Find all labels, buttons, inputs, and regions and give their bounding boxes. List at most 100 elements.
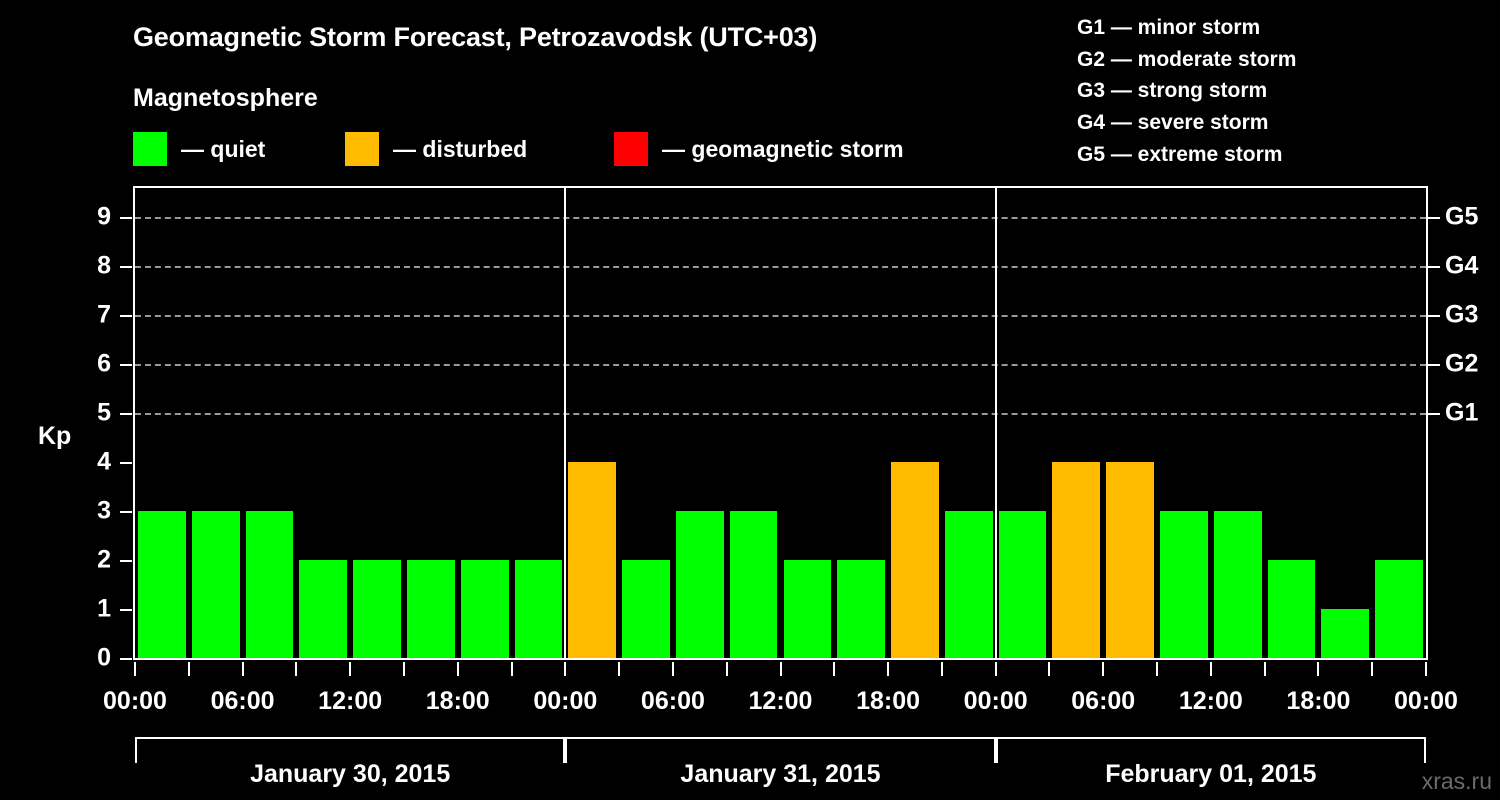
x-tick-18 bbox=[1102, 662, 1105, 676]
page-title: Geomagnetic Storm Forecast, Petrozavodsk… bbox=[133, 22, 818, 52]
bar[interactable] bbox=[729, 511, 778, 658]
watermark: xras.ru bbox=[1421, 768, 1492, 794]
legend-label-quiet: — quiet bbox=[181, 135, 266, 162]
legend-label-disturbed: — disturbed bbox=[393, 135, 528, 162]
legend-item-geomagnetic-storm: — geomagnetic storm bbox=[614, 131, 904, 167]
g-tick-G3 bbox=[1428, 315, 1440, 318]
g-scale-line-g2: G2 — moderate storm bbox=[1077, 47, 1297, 71]
day-bracket-1 bbox=[565, 737, 996, 763]
x-tick-label-1: 06:00 bbox=[210, 687, 275, 715]
x-tick-11 bbox=[725, 662, 728, 676]
y-tick-1 bbox=[120, 609, 132, 612]
g-scale-legend: G1 — minor storm G2 — moderate storm G3 … bbox=[1077, 12, 1296, 171]
bar[interactable] bbox=[406, 560, 455, 658]
bar[interactable] bbox=[1267, 560, 1316, 658]
magnetosphere-label: Magnetosphere bbox=[133, 84, 318, 112]
plot-area bbox=[133, 186, 1428, 660]
y-tick-label-3: 3 bbox=[97, 496, 111, 525]
bar[interactable] bbox=[191, 511, 240, 658]
g-tick-label-G1: G1 bbox=[1445, 398, 1479, 427]
x-tick-label-9: 06:00 bbox=[1071, 687, 1136, 715]
y-tick-label-9: 9 bbox=[97, 202, 111, 231]
x-tick-8 bbox=[564, 662, 567, 676]
legend-item-quiet: — quiet bbox=[133, 131, 265, 167]
g-tick-label-G5: G5 bbox=[1445, 202, 1479, 231]
y-tick-4 bbox=[120, 462, 132, 465]
day-label-0: January 30, 2015 bbox=[250, 760, 451, 788]
g-scale-line-g1: G1 — minor storm bbox=[1077, 16, 1261, 39]
x-tick-label-12: 00:00 bbox=[1394, 687, 1458, 715]
bar[interactable] bbox=[514, 560, 563, 658]
y-tick-label-2: 2 bbox=[97, 545, 111, 574]
y-tick-label-6: 6 bbox=[97, 349, 111, 378]
y-tick-0 bbox=[120, 658, 132, 660]
y-tick-5 bbox=[120, 413, 132, 416]
legend-item-disturbed: — disturbed bbox=[345, 131, 527, 167]
day-separator-1 bbox=[564, 188, 567, 658]
bar[interactable] bbox=[1321, 609, 1370, 658]
g-tick-G4 bbox=[1428, 266, 1440, 269]
x-tick-label-6: 12:00 bbox=[748, 687, 813, 715]
bar[interactable] bbox=[1213, 511, 1262, 658]
bar[interactable] bbox=[299, 560, 348, 658]
x-tick-label-10: 12:00 bbox=[1178, 687, 1243, 715]
gridline-kp-9 bbox=[135, 217, 1426, 220]
x-tick-2 bbox=[241, 662, 244, 676]
y-axis-title: Kp bbox=[38, 421, 72, 450]
y-tick-8 bbox=[120, 266, 132, 269]
bar[interactable] bbox=[622, 560, 670, 658]
y-tick-label-0: 0 bbox=[97, 643, 111, 672]
bar[interactable] bbox=[783, 560, 832, 658]
bar[interactable] bbox=[1160, 511, 1208, 658]
day-label-1: January 31, 2015 bbox=[680, 760, 881, 788]
gridline-kp-8 bbox=[135, 266, 1426, 269]
y-tick-3 bbox=[120, 511, 132, 514]
x-tick-7 bbox=[510, 662, 513, 676]
bar[interactable] bbox=[675, 511, 724, 658]
x-tick-label-3: 18:00 bbox=[425, 687, 490, 715]
bar[interactable] bbox=[944, 511, 993, 658]
x-tick-label-7: 18:00 bbox=[856, 687, 921, 715]
legend-label-geomagnetic-storm: — geomagnetic storm bbox=[662, 135, 904, 162]
bar[interactable] bbox=[245, 511, 294, 658]
x-tick-14 bbox=[887, 662, 890, 676]
y-tick-label-8: 8 bbox=[97, 251, 111, 280]
bar[interactable] bbox=[138, 511, 186, 658]
bar[interactable] bbox=[998, 511, 1047, 658]
g-tick-G5 bbox=[1428, 217, 1440, 220]
x-tick-23 bbox=[1371, 662, 1374, 676]
y-tick-label-7: 7 bbox=[97, 300, 111, 329]
x-tick-label-2: 12:00 bbox=[318, 687, 383, 715]
bar[interactable] bbox=[568, 462, 617, 658]
bar[interactable] bbox=[353, 560, 401, 658]
y-tick-label-5: 5 bbox=[97, 398, 111, 427]
gridline-kp-6 bbox=[135, 364, 1426, 367]
bar[interactable] bbox=[460, 560, 509, 658]
x-tick-4 bbox=[349, 662, 352, 676]
bar[interactable] bbox=[837, 560, 886, 658]
g-tick-label-G4: G4 bbox=[1445, 251, 1479, 280]
day-bracket-2 bbox=[995, 737, 1426, 763]
bar[interactable] bbox=[1106, 462, 1155, 658]
day-separator-2 bbox=[994, 188, 997, 658]
legend-swatch-disturbed bbox=[345, 132, 379, 166]
x-tick-20 bbox=[1209, 662, 1212, 676]
bar[interactable] bbox=[1052, 462, 1101, 658]
g-scale-line-g3: G3 — strong storm bbox=[1077, 79, 1268, 103]
day-label-2: February 01, 2015 bbox=[1105, 760, 1317, 788]
day-bracket-0 bbox=[135, 737, 566, 763]
x-tick-0 bbox=[134, 662, 136, 676]
x-tick-13 bbox=[833, 662, 836, 676]
bar[interactable] bbox=[1375, 560, 1423, 658]
y-tick-9 bbox=[120, 217, 132, 220]
legend-swatch-geomagnetic-storm bbox=[614, 132, 648, 166]
x-tick-10 bbox=[671, 662, 674, 676]
x-tick-label-4: 00:00 bbox=[533, 687, 598, 715]
y-tick-label-4: 4 bbox=[97, 447, 111, 476]
x-tick-15 bbox=[940, 662, 943, 676]
y-tick-2 bbox=[120, 560, 132, 563]
bar[interactable] bbox=[891, 462, 939, 658]
y-tick-7 bbox=[120, 315, 132, 318]
g-tick-label-G2: G2 bbox=[1445, 349, 1479, 378]
x-tick-label-8: 00:00 bbox=[963, 687, 1028, 715]
